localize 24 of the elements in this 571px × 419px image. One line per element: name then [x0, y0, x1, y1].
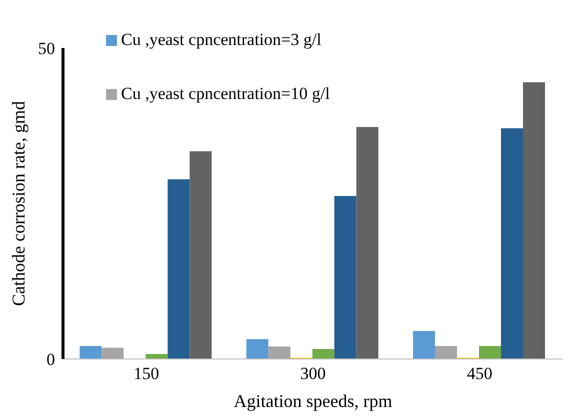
bar: [523, 82, 545, 359]
bar: [413, 331, 435, 359]
bar: [80, 346, 102, 359]
bar: [312, 349, 334, 359]
y-axis-title: Cathode corrosion rate, gmd: [8, 101, 28, 306]
y-tick-label: 50: [38, 39, 55, 58]
y-tick-label: 0: [46, 350, 55, 370]
bar: [268, 346, 290, 359]
x-tick-label: 300: [300, 364, 326, 384]
legend-label: Cu ,yeast cpncentration=3 g/l: [121, 30, 322, 50]
bar: [102, 348, 124, 359]
bar: [501, 128, 523, 359]
bar: [479, 346, 501, 359]
legend-label: Cu ,yeast cpncentration=10 g/l: [121, 84, 330, 104]
bar: [435, 346, 457, 359]
bar: [246, 339, 268, 359]
bar: [334, 196, 356, 359]
bar: [190, 151, 212, 359]
bar: [146, 354, 168, 359]
bar: [168, 179, 190, 359]
x-tick-label: 150: [134, 364, 160, 384]
x-axis-title: Agitation speeds, rpm: [234, 391, 392, 411]
x-tick-label: 450: [466, 364, 492, 384]
bar: [356, 126, 378, 359]
